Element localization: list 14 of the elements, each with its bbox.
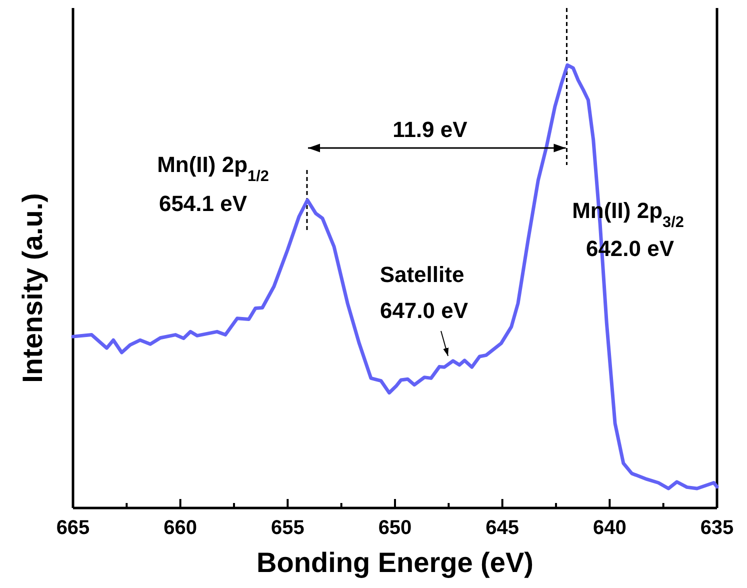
annotation: 647.0 eV [380,298,468,323]
annotation: Mn(II) 2p$_{1/2}$ [157,152,269,184]
x-tick-label: 645 [486,517,520,540]
x-tick-label: 655 [270,517,304,540]
annotation: 654.1 eV [158,191,248,216]
x-axis-title: Bonding Energe (eV) [256,547,534,578]
x-tick-label: 650 [378,517,412,540]
x-tick-label: 635 [700,517,734,540]
x-tick-label: 665 [56,517,90,540]
x-tick-label: 660 [164,517,198,540]
y-axis-title: Intensity (a.u.) [17,193,48,383]
x-tick-label: 640 [592,517,626,540]
annotation: 11.9 eV [392,117,468,142]
annotation: Satellite [380,262,464,287]
